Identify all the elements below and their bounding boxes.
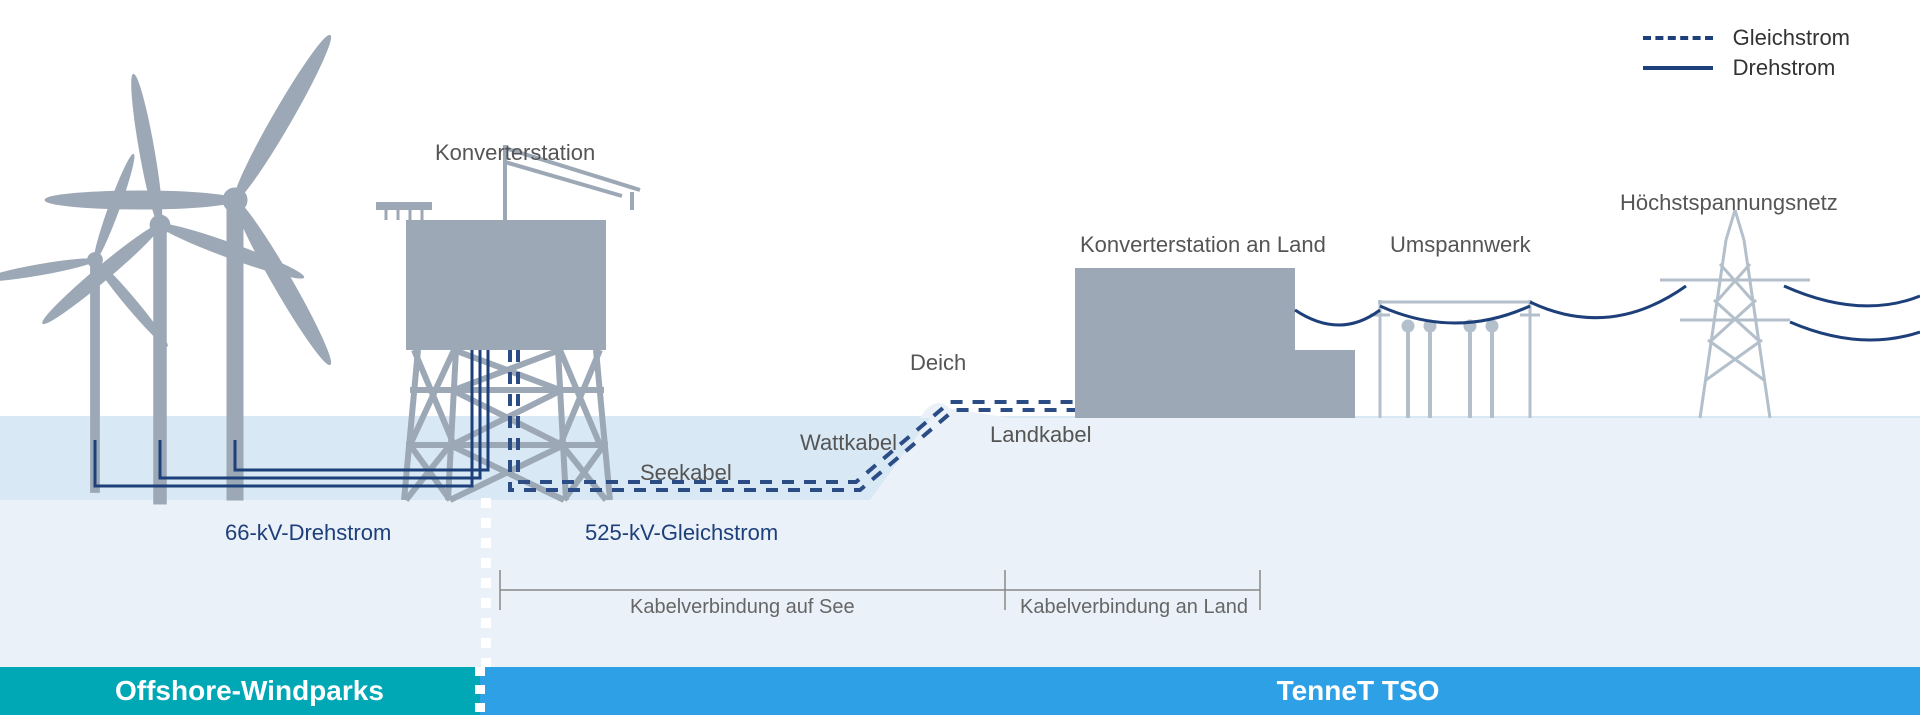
dim-sea: Kabelverbindung auf See (630, 596, 855, 619)
pylon (1660, 210, 1810, 418)
voltage-ac66: 66-kV-Drehstrom (225, 520, 391, 546)
bottom-offshore-label: Offshore-Windparks (115, 675, 384, 707)
overhead-lines (1295, 286, 1920, 340)
label-seekabel: Seekabel (640, 460, 732, 486)
bottom-tso-label: TenneT TSO (1277, 675, 1440, 707)
offshore-grid-diagram: Gleichstrom Drehstrom Konverterstation D… (0, 0, 1920, 715)
onshore-converter (1075, 268, 1355, 418)
bottom-divider (480, 667, 496, 715)
bottom-bar: Offshore-Windparks TenneT TSO (0, 667, 1920, 715)
label-hoechstspannungsnetz: Höchstspannungsnetz (1620, 190, 1838, 216)
bottom-tso: TenneT TSO (496, 667, 1920, 715)
dim-land: Kabelverbindung an Land (1020, 596, 1248, 619)
label-landkabel: Landkabel (990, 422, 1092, 448)
legend-ac-row: Drehstrom (1643, 55, 1850, 81)
legend: Gleichstrom Drehstrom (1643, 25, 1850, 85)
legend-ac-line (1643, 66, 1713, 70)
substation (1370, 300, 1540, 418)
label-wattkabel: Wattkabel (800, 430, 897, 456)
legend-dc-label: Gleichstrom (1733, 25, 1850, 51)
voltage-dc525: 525-kV-Gleichstrom (585, 520, 778, 546)
label-deich: Deich (910, 350, 966, 376)
label-umspannwerk: Umspannwerk (1390, 232, 1531, 258)
legend-dc-row: Gleichstrom (1643, 25, 1850, 51)
legend-dc-line (1643, 36, 1713, 40)
legend-ac-label: Drehstrom (1733, 55, 1836, 81)
label-konverterstation: Konverterstation (435, 140, 595, 166)
label-konverterstation-land: Konverterstation an Land (1080, 232, 1326, 258)
bottom-offshore: Offshore-Windparks (0, 667, 480, 715)
